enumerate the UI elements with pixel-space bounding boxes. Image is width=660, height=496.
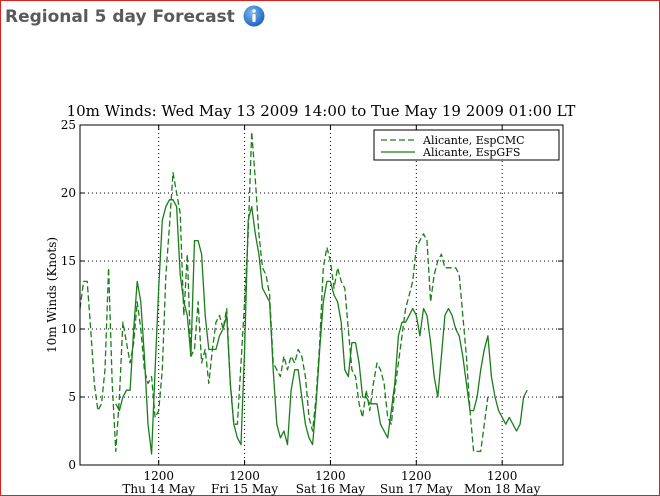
info-icon[interactable]: [243, 5, 265, 27]
series-line-gfs: [115, 199, 528, 455]
x-day-label: Sun 17 May: [380, 482, 453, 496]
plot-area: [79, 124, 564, 466]
y-tick-label: 20: [61, 186, 76, 200]
series-line-cmc: [79, 131, 489, 453]
x-tick-label: 1200: [401, 469, 432, 483]
x-day-label: Sat 16 May: [296, 482, 366, 496]
y-tick-label: 5: [68, 390, 76, 404]
x-tick-label: 1200: [229, 469, 260, 483]
page-title: Regional 5 day Forecast: [5, 7, 235, 27]
y-tick-label: 25: [61, 118, 76, 132]
x-tick-label: 1200: [143, 469, 174, 483]
legend-label: Alicante, EspGFS: [422, 146, 520, 159]
x-day-label: Fri 15 May: [211, 482, 278, 496]
y-axis-label: 10m Winds (Knots): [45, 237, 59, 353]
legend-box: [373, 129, 560, 161]
x-day-label: Thu 14 May: [122, 482, 195, 496]
series-lines: [79, 131, 528, 455]
widget-header: Regional 5 day Forecast: [5, 5, 265, 27]
y-tick-label: 15: [61, 254, 76, 268]
legend-label: Alicante, EspCMC: [422, 134, 525, 147]
x-tick-label: 1200: [315, 469, 346, 483]
y-tick-label: 0: [68, 458, 76, 472]
x-day-label: Mon 18 May: [464, 482, 541, 496]
y-tick-label: 10: [61, 322, 76, 336]
chart-title: 10m Winds: Wed May 13 2009 14:00 to Tue …: [67, 102, 576, 120]
x-tick-label: 1200: [487, 469, 518, 483]
